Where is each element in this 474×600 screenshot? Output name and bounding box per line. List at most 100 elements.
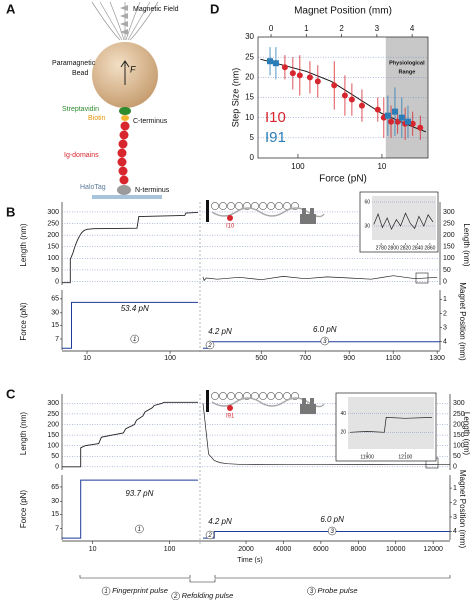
point: [417, 124, 424, 131]
legend-circle: [171, 591, 180, 600]
magnet-tick-label: 1: [443, 296, 447, 303]
y2-tick-label: 100: [443, 255, 455, 262]
unfolded-chain: [211, 207, 325, 218]
domain: [267, 202, 275, 210]
y-tick-label: 150: [47, 244, 59, 251]
legend-circle: [307, 586, 316, 596]
force-tick-label: 30: [51, 310, 59, 317]
x-tick-label: 700: [299, 355, 311, 362]
force-trace: [62, 479, 198, 539]
force-arrow: [120, 60, 130, 85]
field-arrows: [120, 5, 128, 35]
x-tick-label: 2000: [238, 546, 254, 553]
point: [348, 96, 355, 103]
y-tick-label: 300: [47, 209, 59, 216]
point: [331, 82, 338, 89]
x-tick-label: 100: [291, 162, 305, 171]
x-tick-label: 100: [164, 546, 176, 553]
label: F: [130, 64, 136, 74]
phase-label: 3: [330, 529, 334, 535]
field-line: [109, 1, 125, 41]
force-axis-title: Force (pN): [19, 490, 28, 529]
legend-text: Refolding pulse: [182, 591, 234, 600]
x-tick-label: 1100: [386, 355, 401, 362]
y-tick-label: 50: [51, 453, 59, 460]
zoom-box: [415, 272, 429, 284]
phase-circle: [130, 334, 139, 344]
label: C-terminus: [133, 118, 168, 125]
shade-label: Range: [398, 69, 415, 75]
x-tick-label: 10: [83, 355, 91, 362]
domain: [119, 175, 129, 185]
y2-tick-label: 250: [443, 220, 455, 227]
anchor-bar: [206, 390, 209, 412]
plot-frame: [257, 36, 429, 159]
anchor-bar: [206, 200, 209, 222]
phase-label: 3: [323, 339, 327, 345]
point: [314, 78, 321, 85]
y-tick-label: 10: [245, 113, 254, 122]
point: [281, 64, 288, 71]
magnet: [300, 208, 316, 224]
y2-tick-label: 50: [443, 267, 451, 274]
field-line: [127, 1, 151, 41]
x2-tick-label: 0: [269, 24, 274, 33]
inset-tick-label: 30: [364, 223, 370, 229]
domain: [120, 121, 130, 131]
force-trace: [203, 531, 450, 539]
phase-label: 2: [207, 343, 212, 349]
domain: [117, 148, 127, 158]
unfolded-chain: [211, 397, 325, 408]
legend-number: 1: [104, 589, 107, 595]
label: Bead: [72, 70, 88, 77]
inset-trace: [373, 212, 434, 231]
x-tick-label: 8000: [351, 546, 367, 553]
y-tick-label: 25: [245, 52, 254, 61]
inset-tick-label: 60: [364, 199, 370, 205]
magnet-tick-label: 4: [453, 528, 457, 535]
force-tick-label: 65: [51, 484, 59, 491]
domain: [117, 157, 127, 167]
domain: [219, 392, 227, 400]
phase-label: 1: [138, 527, 141, 533]
field-line: [99, 1, 123, 41]
legend-number: 2: [173, 594, 178, 600]
y-tick-label: 100: [47, 255, 59, 262]
magnet-tick-label: 3: [453, 514, 457, 521]
x-tick-label: 12000: [423, 546, 443, 553]
domain: [259, 392, 267, 400]
y2-tick-label: 100: [453, 443, 465, 450]
inset-tick-label: 11900: [360, 454, 374, 460]
label: N-terminus: [135, 187, 170, 194]
phase-label: 1: [133, 337, 136, 343]
arrow: [120, 5, 128, 35]
point: [306, 74, 313, 81]
x-tick-label: 4000: [276, 546, 292, 553]
label: Biotin: [88, 115, 106, 122]
y-tick-label: 150: [47, 432, 59, 439]
x2-tick-label: 2: [339, 24, 344, 33]
panel-label: D: [210, 1, 219, 16]
phase-circle: [135, 524, 144, 534]
fit-curve: [260, 58, 427, 133]
y2-tick-label: 150: [453, 432, 465, 439]
magnet-axis-title: Magnet Position (mm): [458, 470, 467, 549]
x-tick-label: 1300: [429, 355, 445, 362]
force-tick-label: 15: [51, 322, 59, 329]
y2-axis-title: Length (nm): [462, 412, 471, 455]
pulse-label: 93.7 pN: [125, 489, 153, 498]
inset-tick-label: 20: [340, 430, 346, 436]
domain: [275, 392, 283, 400]
pulse-label: 4.2 pN: [208, 327, 232, 336]
force-tick-label: 65: [51, 296, 59, 303]
shaded-range: [385, 37, 428, 158]
bracket: [189, 579, 216, 583]
domain: [275, 202, 283, 210]
x-axis-title: Time (s): [237, 557, 262, 564]
protein-label: I91: [226, 414, 235, 420]
point: [358, 102, 365, 109]
x-tick-label: 500: [255, 355, 267, 362]
pulse-label: 6.0 pN: [320, 515, 344, 524]
inset-noise: [348, 397, 434, 449]
